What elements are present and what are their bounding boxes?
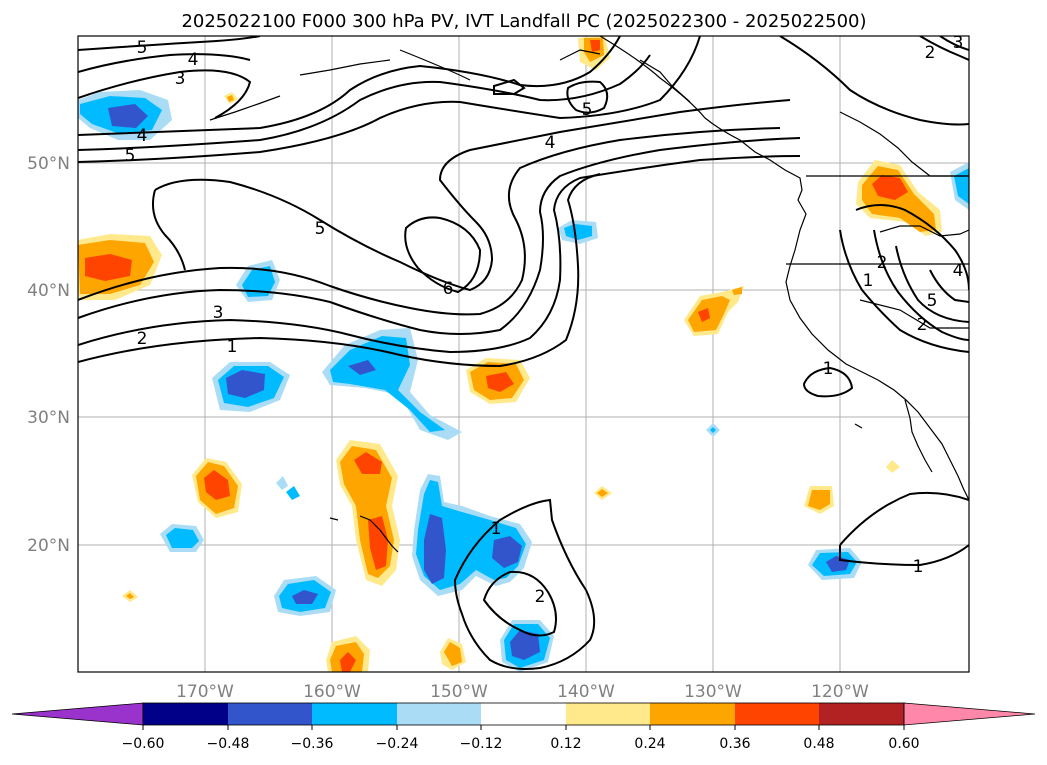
colorbar-tick-label: −0.12: [460, 736, 503, 752]
colorbar-segment: [397, 703, 481, 725]
contour-label: 5: [315, 219, 326, 239]
latitude-labels: 50°N 40°N 30°N 20°N: [27, 154, 70, 556]
colorbar: −0.60 −0.48 −0.36 −0.24 −0.12 0.12 0.24 …: [11, 702, 1036, 752]
colorbar-tick-label: 0.60: [888, 736, 919, 752]
colorbar-tick-label: −0.24: [376, 736, 419, 752]
contour-label: 5: [137, 38, 148, 58]
lat-tick-label: 30°N: [27, 408, 70, 428]
colorbar-tick-label: 0.48: [803, 736, 834, 752]
longitude-labels: 170°W 160°W 150°W 140°W 130°W 120°W: [176, 682, 869, 702]
coastlines: [209, 36, 969, 553]
colorbar-segment: [566, 703, 650, 725]
shaded-regions: [78, 36, 969, 672]
colorbar-segment: [819, 703, 904, 725]
contour-label: 2: [925, 43, 936, 63]
colorbar-segment: [481, 703, 566, 725]
contour-label: 2: [877, 253, 888, 273]
lon-tick-label: 150°W: [430, 682, 488, 702]
contour-label: 1: [913, 557, 924, 577]
figure-title: 2025022100 F000 300 hPa PV, IVT Landfall…: [181, 11, 866, 32]
colorbar-tick-label: −0.36: [291, 736, 334, 752]
contour-label: 4: [953, 261, 964, 281]
colorbar-segment: [735, 703, 819, 725]
contour-label: 1: [863, 271, 874, 291]
contour-label: 5: [582, 100, 593, 120]
contour-label: 2: [535, 587, 546, 607]
map-content: 5 4 3 5 4 5 2 3 5 4 6 3 2 1 1 2 1 2 2 4 …: [78, 33, 969, 672]
contour-label: 4: [188, 50, 199, 70]
colorbar-ticks: [142, 725, 905, 730]
colorbar-tick-labels: −0.60 −0.48 −0.36 −0.24 −0.12 0.12 0.24 …: [122, 736, 920, 752]
colorbar-tick-label: −0.60: [122, 736, 165, 752]
map-border: [77, 35, 970, 673]
colorbar-tick-label: 0.12: [550, 736, 581, 752]
contour-label: 4: [545, 133, 556, 153]
contour-label: 1: [491, 519, 502, 539]
contour-label: 5: [125, 146, 136, 166]
colorbar-tick-label: −0.48: [207, 736, 250, 752]
lat-tick-label: 40°N: [27, 281, 70, 301]
lon-tick-label: 140°W: [557, 682, 615, 702]
colorbar-extend-left: [11, 702, 144, 726]
contour-label: 3: [213, 303, 224, 323]
contours: [78, 36, 969, 670]
colorbar-segment: [650, 703, 735, 725]
colorbar-extend-right: [903, 702, 1036, 726]
colorbar-tick-label: 0.24: [634, 736, 665, 752]
contour-label: 3: [175, 69, 186, 89]
contour-label: 2: [917, 315, 928, 335]
contour-label: 1: [823, 359, 834, 379]
lat-tick-label: 20°N: [27, 536, 70, 556]
lon-tick-label: 170°W: [176, 682, 234, 702]
colorbar-tick-label: 0.36: [719, 736, 750, 752]
lon-tick-label: 160°W: [303, 682, 361, 702]
contour-label: 4: [137, 126, 148, 146]
lon-tick-label: 120°W: [811, 682, 869, 702]
contour-labels: 5 4 3 5 4 5 2 3 5 4 6 3 2 1 1 2 1 2 2 4 …: [125, 33, 964, 607]
contour-label: 5: [927, 291, 938, 311]
colorbar-segment: [143, 703, 228, 725]
colorbar-segment: [228, 703, 312, 725]
contour-label: 3: [953, 33, 964, 53]
colorbar-segment: [312, 703, 397, 725]
lon-tick-label: 130°W: [684, 682, 742, 702]
contour-label: 1: [227, 337, 238, 357]
contour-label: 2: [137, 329, 148, 349]
lat-tick-label: 50°N: [27, 154, 70, 174]
contour-label: 6: [443, 279, 454, 299]
